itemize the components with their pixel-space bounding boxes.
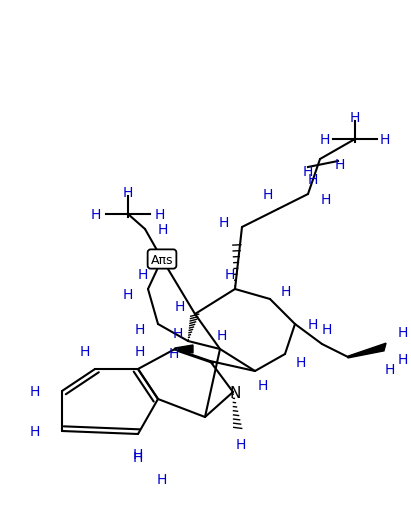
Text: H: H (133, 447, 143, 461)
Text: H: H (173, 326, 183, 340)
Text: H: H (169, 346, 179, 360)
Polygon shape (175, 345, 193, 353)
Text: H: H (308, 173, 318, 187)
Text: H: H (258, 378, 268, 392)
Polygon shape (348, 343, 386, 358)
Text: H: H (80, 344, 90, 358)
Text: H: H (296, 356, 306, 369)
Text: H: H (350, 111, 360, 125)
Text: H: H (398, 352, 408, 366)
Text: H: H (335, 158, 345, 172)
Text: H: H (135, 322, 145, 336)
Text: H: H (30, 424, 40, 438)
Text: N: N (229, 385, 241, 400)
Text: H: H (217, 328, 227, 342)
Text: H: H (308, 317, 318, 331)
Text: H: H (398, 325, 408, 339)
Text: H: H (30, 384, 40, 398)
Text: H: H (225, 268, 235, 281)
Text: H: H (157, 472, 167, 486)
Text: H: H (123, 287, 133, 301)
Text: H: H (155, 208, 165, 222)
Text: H: H (321, 192, 331, 207)
Text: H: H (133, 450, 143, 464)
Text: H: H (138, 268, 148, 281)
Text: H: H (380, 133, 390, 147)
Text: H: H (385, 362, 395, 376)
Text: H: H (322, 322, 332, 336)
Text: H: H (175, 299, 185, 314)
Text: H: H (135, 344, 145, 358)
Text: H: H (281, 284, 291, 298)
Text: H: H (91, 208, 101, 222)
Text: H: H (219, 216, 229, 230)
Text: H: H (263, 188, 273, 201)
Text: H: H (236, 437, 246, 451)
Text: H: H (320, 133, 330, 147)
Text: H: H (303, 165, 313, 179)
Text: H: H (123, 186, 133, 199)
Text: Aπs: Aπs (151, 253, 173, 266)
Text: H: H (158, 223, 168, 236)
